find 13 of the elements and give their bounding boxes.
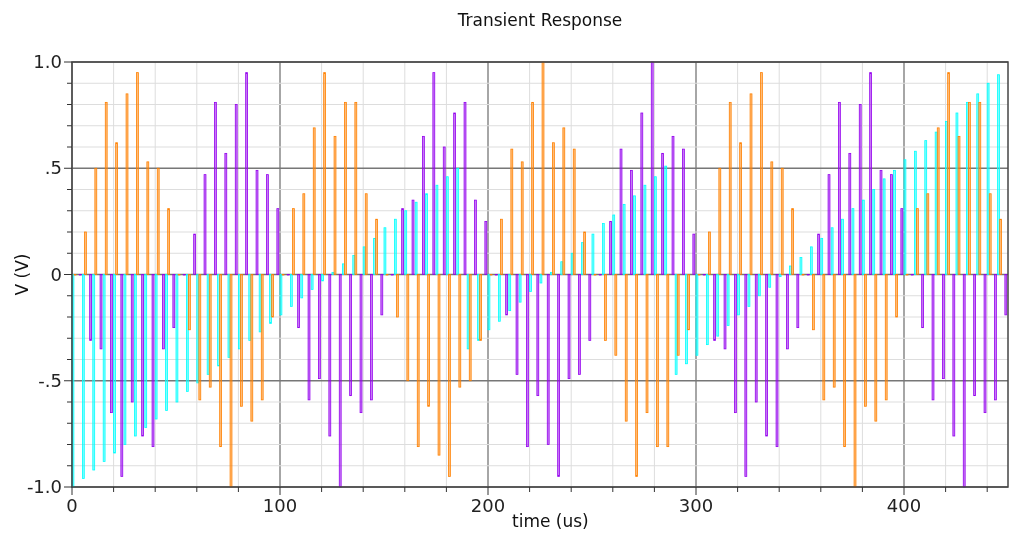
y-tick-label: 1.0 bbox=[33, 51, 62, 72]
x-tick-label: 0 bbox=[66, 495, 78, 516]
x-tick-label: 400 bbox=[886, 495, 922, 516]
x-tick-label: 200 bbox=[470, 495, 506, 516]
chart-title: Transient Response bbox=[456, 10, 623, 30]
x-tick-label: 300 bbox=[678, 495, 714, 516]
y-axis-title: V (V) bbox=[12, 253, 32, 296]
y-tick-label: -1.0 bbox=[26, 476, 62, 497]
y-tick-label: 0 bbox=[50, 263, 62, 285]
x-axis-title: time (us) bbox=[512, 511, 589, 531]
x-tick-label: 100 bbox=[262, 495, 298, 516]
y-tick-label: .5 bbox=[44, 157, 62, 179]
y-tick-label: -.5 bbox=[38, 369, 62, 391]
